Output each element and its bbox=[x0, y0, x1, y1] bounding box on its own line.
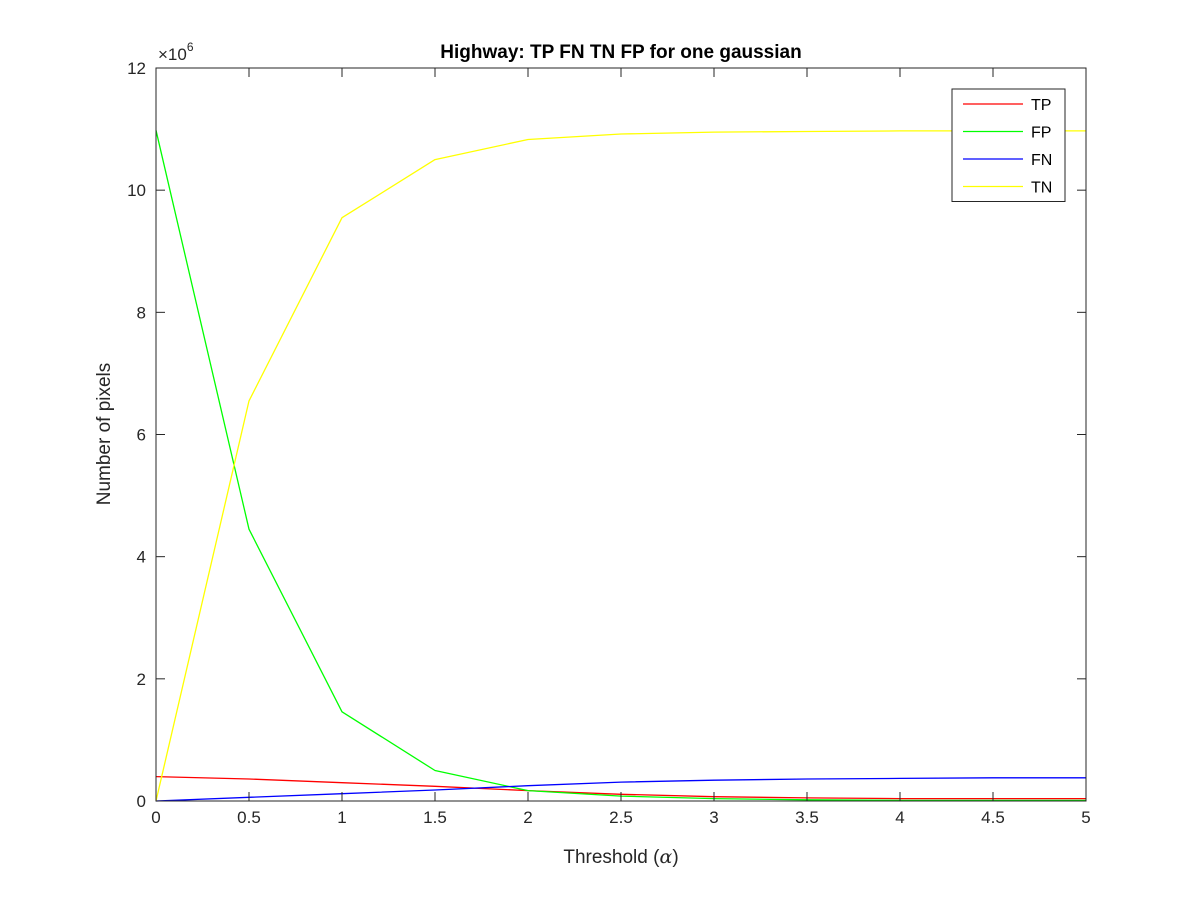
y-tick-label: 2 bbox=[137, 670, 146, 689]
axes-box bbox=[155, 67, 1087, 802]
y-exponent-base: ×10 bbox=[158, 45, 187, 64]
legend-label-tn: TN bbox=[1031, 180, 1052, 197]
y-tick-label: 0 bbox=[137, 792, 146, 811]
tick-layer: 0 0.5 1 1.5 2 2.5 3 3.5 4 4.5 5 0 2 4 6 8 10 12 bbox=[127, 59, 1091, 827]
x-tick-label: 1.5 bbox=[423, 808, 447, 827]
series-line-fn bbox=[155, 777, 1086, 802]
x-tick-label: 0.5 bbox=[237, 808, 261, 827]
legend-label-fn: FN bbox=[1031, 152, 1052, 169]
chart-title: Highway: TP FN TN FP for one gaussian bbox=[440, 42, 801, 63]
legend-label-fp: FP bbox=[1031, 125, 1051, 142]
x-tick-label: 0 bbox=[151, 808, 160, 827]
y-tick-label: 6 bbox=[137, 426, 146, 445]
x-tick-label: 4 bbox=[895, 808, 904, 827]
y-exponent-label: ×106 bbox=[158, 40, 194, 64]
y-axis-label: Number of pixels bbox=[94, 363, 115, 506]
y-tick-label: 4 bbox=[137, 548, 146, 567]
x-axis-label-text: Threshold ( bbox=[563, 847, 660, 868]
x-axis-label: Threshold (α) bbox=[563, 846, 678, 868]
x-tick-label: 1 bbox=[337, 808, 346, 827]
plot-area bbox=[156, 68, 1086, 801]
x-tick-label: 3.5 bbox=[795, 808, 819, 827]
x-tick-label: 2.5 bbox=[609, 808, 633, 827]
x-axis-label-symbol: α bbox=[659, 846, 672, 868]
x-tick-label: 3 bbox=[709, 808, 718, 827]
x-tick-label: 4.5 bbox=[981, 808, 1005, 827]
series-line-tn bbox=[155, 130, 1086, 802]
x-tick-label: 5 bbox=[1081, 808, 1090, 827]
legend-box bbox=[951, 88, 1066, 202]
y-tick-label: 12 bbox=[127, 59, 146, 78]
x-tick-label: 2 bbox=[523, 808, 532, 827]
y-tick-label: 8 bbox=[137, 303, 146, 322]
legend-label-tp: TP bbox=[1031, 97, 1051, 114]
legend: TP FP FN TN bbox=[951, 88, 1066, 202]
x-axis-label-close: ) bbox=[672, 847, 678, 868]
y-exponent-power: 6 bbox=[187, 40, 194, 54]
y-tick-label: 10 bbox=[127, 181, 146, 200]
